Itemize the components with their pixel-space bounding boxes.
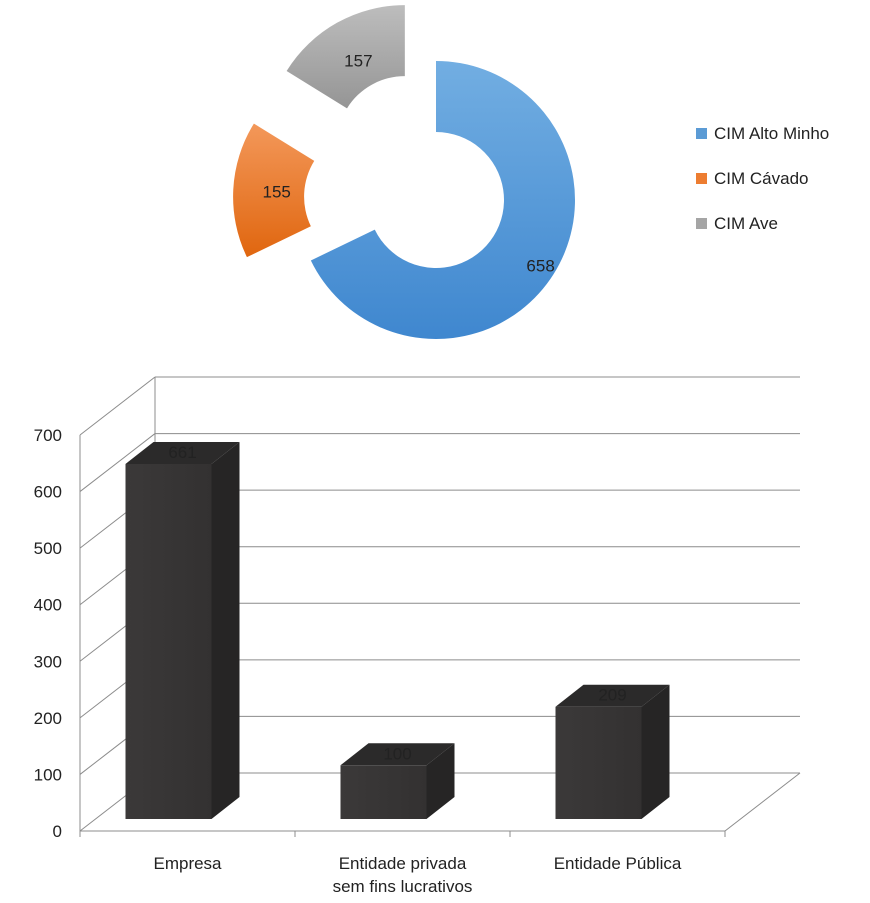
x-category-label-entidade-publica: Entidade Pública (554, 854, 682, 873)
y-tick-label: 700 (34, 426, 62, 445)
slice-cim-cavado (233, 123, 315, 258)
bar-entidade-privada-sem-fins-lucrativos (340, 743, 455, 819)
bar-front-face (340, 765, 427, 819)
bar-top-face (125, 441, 240, 464)
column-chart: 0 100 200 300 400 500 600 700 Empresa Entidade pr… (34, 376, 801, 896)
bar-data-label: 661 (168, 443, 196, 462)
doughnut-chart: 658 155 157 CIM Alto Minho CIM Cávado CIM Ave (233, 5, 829, 339)
y-tick-label: 300 (34, 652, 62, 671)
legend-label-cim-ave: CIM Ave (714, 214, 778, 233)
y-tick-label: 400 (34, 596, 62, 615)
bar-side-face (641, 684, 670, 819)
legend-label-cim-alto-minho: CIM Alto Minho (714, 124, 829, 143)
legend-label-cim-cavado: CIM Cávado (714, 169, 808, 188)
floor-right-edge (724, 772, 801, 832)
bar-front-face (555, 706, 642, 819)
slice-data-label: 157 (344, 52, 372, 71)
slice-data-label: 658 (526, 257, 554, 276)
bar-top-face (340, 743, 455, 766)
bar-entidade-publica (555, 684, 670, 819)
bar-data-label: 100 (383, 744, 411, 763)
bar-data-label: 209 (598, 686, 626, 705)
x-category-label-entidade-privada-sem-fins-lucrativos: Entidade privada sem fins lucrativos (333, 854, 473, 896)
y-tick-label: 200 (34, 709, 62, 728)
bar-empresa (125, 441, 240, 819)
legend-swatch-cim-cavado (696, 173, 707, 184)
bar-side-face (211, 441, 240, 819)
x-category-label-empresa: Empresa (153, 854, 222, 873)
side-wall-gridline (79, 376, 156, 436)
bar-top-face (555, 684, 670, 707)
y-tick-label: 0 (53, 822, 62, 841)
side-wall-gridline (79, 433, 156, 492)
slice-data-label: 155 (263, 183, 291, 202)
bar-front-face (125, 463, 212, 819)
slice-cim-alto-minho (310, 61, 575, 339)
legend-swatch-cim-ave (696, 218, 707, 229)
y-tick-label: 100 (34, 765, 62, 784)
legend-swatch-cim-alto-minho (696, 128, 707, 139)
bar-side-face (426, 743, 455, 819)
y-tick-label: 500 (34, 539, 62, 558)
y-tick-label: 600 (34, 483, 62, 502)
slice-cim-ave (286, 5, 405, 109)
